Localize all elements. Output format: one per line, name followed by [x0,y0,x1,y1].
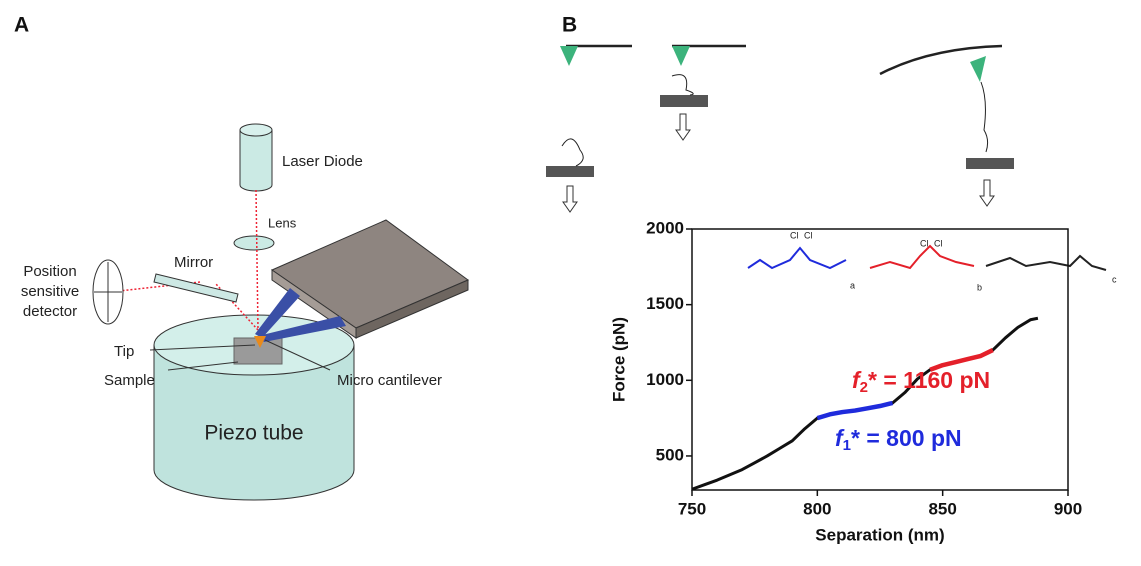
piezo-label: Piezo tube [204,422,303,445]
y-tick-label: 1000 [646,370,684,389]
piezo-body [153,345,355,501]
x-tick-label: 800 [803,499,831,518]
tip-icon [970,56,986,82]
detector-label: sensitive [21,283,79,300]
structure-label: Cl [790,230,799,240]
y-tick-label: 1500 [646,294,684,313]
panel-b: B Cl Cl Cl Cl a b c [546,14,1117,292]
chip-top [270,219,470,329]
y-axis-label: Force (pN) [609,317,628,402]
cantilever-arm [258,316,346,342]
structure-label: Cl [920,238,929,248]
cantilever-arm [255,288,300,338]
force-curve [691,316,1039,491]
structure-a [747,246,847,270]
annotation: f2* = 1160 pN [852,367,990,396]
x-tick-label: 900 [1054,499,1082,518]
laser-top [239,123,273,137]
mirror [153,273,239,303]
substrate [546,166,594,177]
structure-label: a [850,280,855,290]
force-plot: 750 800 850 900 500 1000 1500 2000 Separation (n… [609,218,1082,544]
detector-cross [94,262,122,322]
plot-frame [691,228,1069,491]
x-tick-label: 750 [678,499,706,518]
structure-label: Cl [934,238,943,248]
annotation-part: f [852,367,862,393]
panel-a: A Piezo tube Laser Diode Lens Mirror Pos… [14,14,470,501]
laser-diode [239,130,273,192]
substrate [966,158,1014,169]
laser-label: Laser Diode [282,153,363,170]
lens [233,235,275,251]
annotation-part: * = 1160 pN [868,367,990,393]
structure-label: b [977,282,982,292]
force-curve [929,348,994,372]
tip-icon [672,46,690,66]
annotation-part: 2 [860,379,868,396]
lens-label: Lens [268,215,297,230]
sample-label: Sample [104,372,155,389]
cantilever-label: Micro cantilever [337,372,442,389]
annotation-part: 1 [843,437,851,454]
x-axis-label: Separation (nm) [815,525,944,544]
structure-label: Cl [804,230,813,240]
arrow [562,113,995,213]
tip [254,336,266,348]
y-tick-label: 500 [656,445,684,464]
detector-label: Position [23,263,76,280]
y-tick-label: 2000 [646,218,684,237]
polymer [980,81,989,153]
structure-c [985,254,1107,271]
laser-beam [109,189,259,331]
polymer [561,74,694,167]
detector-label: detector [23,303,77,320]
force-curve [816,400,894,421]
tip-label: Tip [114,343,134,360]
cantilever-line [879,44,1003,76]
leader-lines [149,339,331,371]
structure-label: c [1112,274,1117,284]
tip-icon [560,46,578,66]
annotation: f1* = 800 pN [835,425,962,454]
x-tick-label: 850 [928,499,956,518]
structure-b [869,244,975,270]
annotation-part: f [835,425,845,451]
mirror-label: Mirror [174,254,213,271]
panel-label: B [562,14,577,37]
panel-label: A [14,14,29,37]
annotation-part: * = 800 pN [851,425,962,451]
substrate [660,95,708,107]
